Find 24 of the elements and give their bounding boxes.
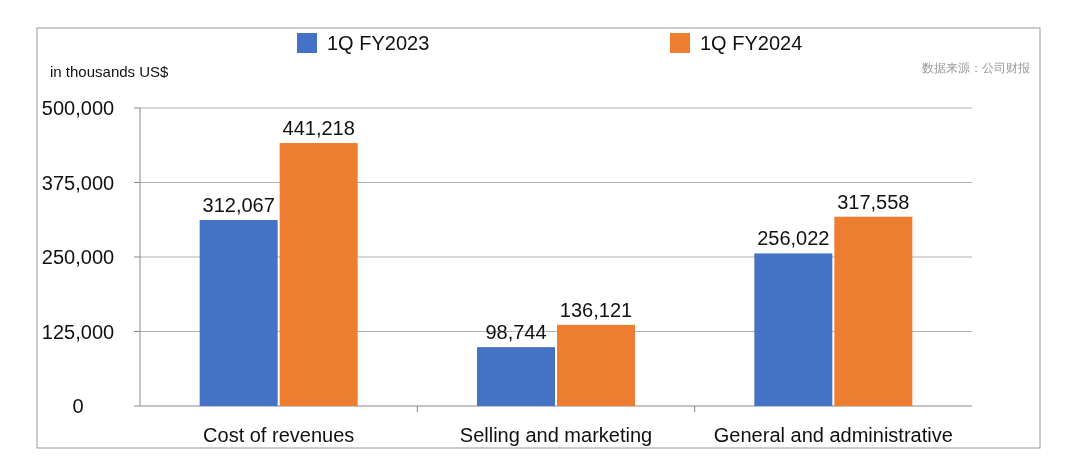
y-tick-label: 125,000: [41, 320, 115, 343]
y-tick-label: 250,000: [41, 246, 115, 268]
bar: [834, 216, 913, 406]
y-tick-label: 0: [72, 395, 84, 417]
data-label: 98,744: [485, 321, 547, 344]
y-axis-title: in thousands US$: [50, 63, 170, 80]
y-tick-label: 375,000: [41, 171, 115, 194]
data-label: 256,022: [757, 227, 830, 250]
source-note: 数据来源：公司财报: [922, 61, 1030, 75]
x-tick-label: General and administrative: [713, 424, 953, 446]
bar: [754, 253, 833, 406]
x-tick-label: Cost of revenues: [203, 424, 355, 446]
data-label: 312,067: [202, 194, 275, 217]
x-tick-label: Selling and marketing: [459, 424, 653, 446]
bar: [199, 220, 278, 406]
data-label: 317,558: [837, 190, 910, 213]
data-label: 441,218: [282, 117, 355, 140]
legend-label: 1Q FY2024: [700, 32, 803, 54]
bar: [557, 324, 635, 406]
data-label: 136,121: [559, 298, 633, 321]
legend-label: 1Q FY2023: [327, 32, 430, 54]
bar: [279, 143, 358, 406]
y-tick-label: 500,000: [41, 97, 115, 119]
bar: [477, 347, 555, 406]
